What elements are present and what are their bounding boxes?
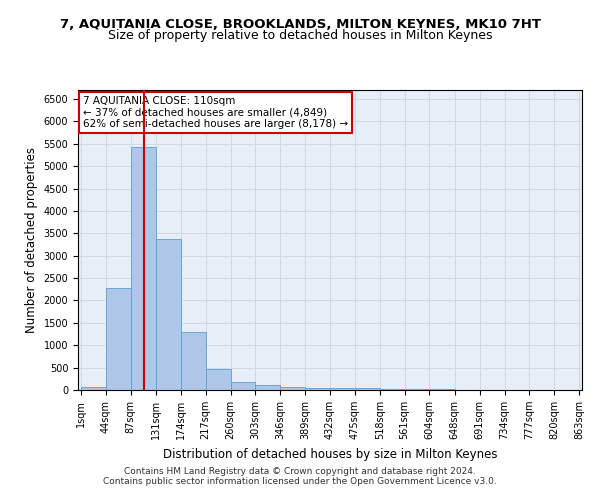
- Bar: [305, 388, 330, 390]
- Bar: [380, 388, 404, 390]
- Y-axis label: Number of detached properties: Number of detached properties: [25, 147, 38, 333]
- Text: 7, AQUITANIA CLOSE, BROOKLANDS, MILTON KEYNES, MK10 7HT: 7, AQUITANIA CLOSE, BROOKLANDS, MILTON K…: [59, 18, 541, 30]
- Bar: [355, 388, 380, 390]
- Bar: [181, 332, 206, 390]
- X-axis label: Distribution of detached houses by size in Milton Keynes: Distribution of detached houses by size …: [163, 448, 497, 460]
- Bar: [330, 388, 355, 390]
- Bar: [230, 382, 256, 390]
- Bar: [404, 389, 430, 390]
- Text: Contains public sector information licensed under the Open Government Licence v3: Contains public sector information licen…: [103, 477, 497, 486]
- Text: Contains HM Land Registry data © Crown copyright and database right 2024.: Contains HM Land Registry data © Crown c…: [124, 467, 476, 476]
- Text: 7 AQUITANIA CLOSE: 110sqm
← 37% of detached houses are smaller (4,849)
62% of se: 7 AQUITANIA CLOSE: 110sqm ← 37% of detac…: [83, 96, 348, 129]
- Bar: [280, 386, 305, 390]
- Bar: [256, 386, 280, 390]
- Bar: [131, 147, 156, 390]
- Bar: [81, 386, 106, 390]
- Bar: [106, 288, 131, 390]
- Bar: [156, 239, 181, 390]
- Bar: [206, 368, 230, 390]
- Text: Size of property relative to detached houses in Milton Keynes: Size of property relative to detached ho…: [108, 29, 492, 42]
